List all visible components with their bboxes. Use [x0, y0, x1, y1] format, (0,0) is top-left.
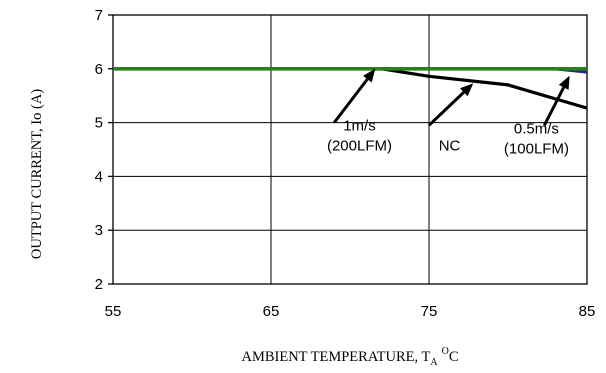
annotation-label-0-1: (200LFM) — [327, 138, 392, 155]
x-tick-label-55: 55 — [105, 303, 122, 320]
x-axis-title-unit: C — [449, 349, 459, 365]
annotation-label-1-0: NC — [439, 138, 461, 155]
y-tick-label-7: 7 — [95, 7, 103, 24]
x-axis-title-subscript: A — [430, 357, 438, 368]
annotation-label-0-0: 1m/s — [343, 118, 376, 135]
annotation-arrowhead-1 — [460, 83, 474, 97]
y-tick-label-3: 3 — [95, 222, 103, 239]
y-tick-label-4: 4 — [95, 168, 103, 185]
plot-frame — [112, 14, 588, 285]
x-tick-label-85: 85 — [579, 303, 596, 320]
annotation-arrow-0 — [333, 78, 369, 124]
annotation-arrowhead-2 — [558, 75, 570, 90]
x-tick-label-75: 75 — [421, 303, 438, 320]
y-tick-label-6: 6 — [95, 61, 103, 78]
annotations: 1m/s (200LFM) NC 0.5m/s (100LFM) — [327, 68, 570, 157]
y-axis-title: OUTPUT CURRENT, Io (A) — [29, 89, 45, 259]
x-axis-title: AMBIENT TEMPERATURE, TAOC — [241, 346, 458, 368]
annotation-arrowhead-0 — [363, 68, 376, 83]
x-axis-title-main: AMBIENT TEMPERATURE, T — [241, 349, 430, 365]
series-lines — [113, 67, 588, 110]
annotation-arrow-1 — [427, 91, 465, 127]
x-tick-label-65: 65 — [263, 303, 280, 320]
tick-labels: 2 3 4 5 6 7 55 65 75 85 — [95, 7, 596, 320]
y-tick-label-5: 5 — [95, 115, 103, 132]
annotation-label-2-1: (100LFM) — [504, 140, 569, 157]
x-axis-title-superscript: O — [442, 346, 449, 357]
annotation-arrow-2 — [543, 86, 566, 126]
y-tick-label-2: 2 — [95, 276, 103, 293]
annotation-label-2-0: 0.5m/s — [514, 120, 559, 137]
